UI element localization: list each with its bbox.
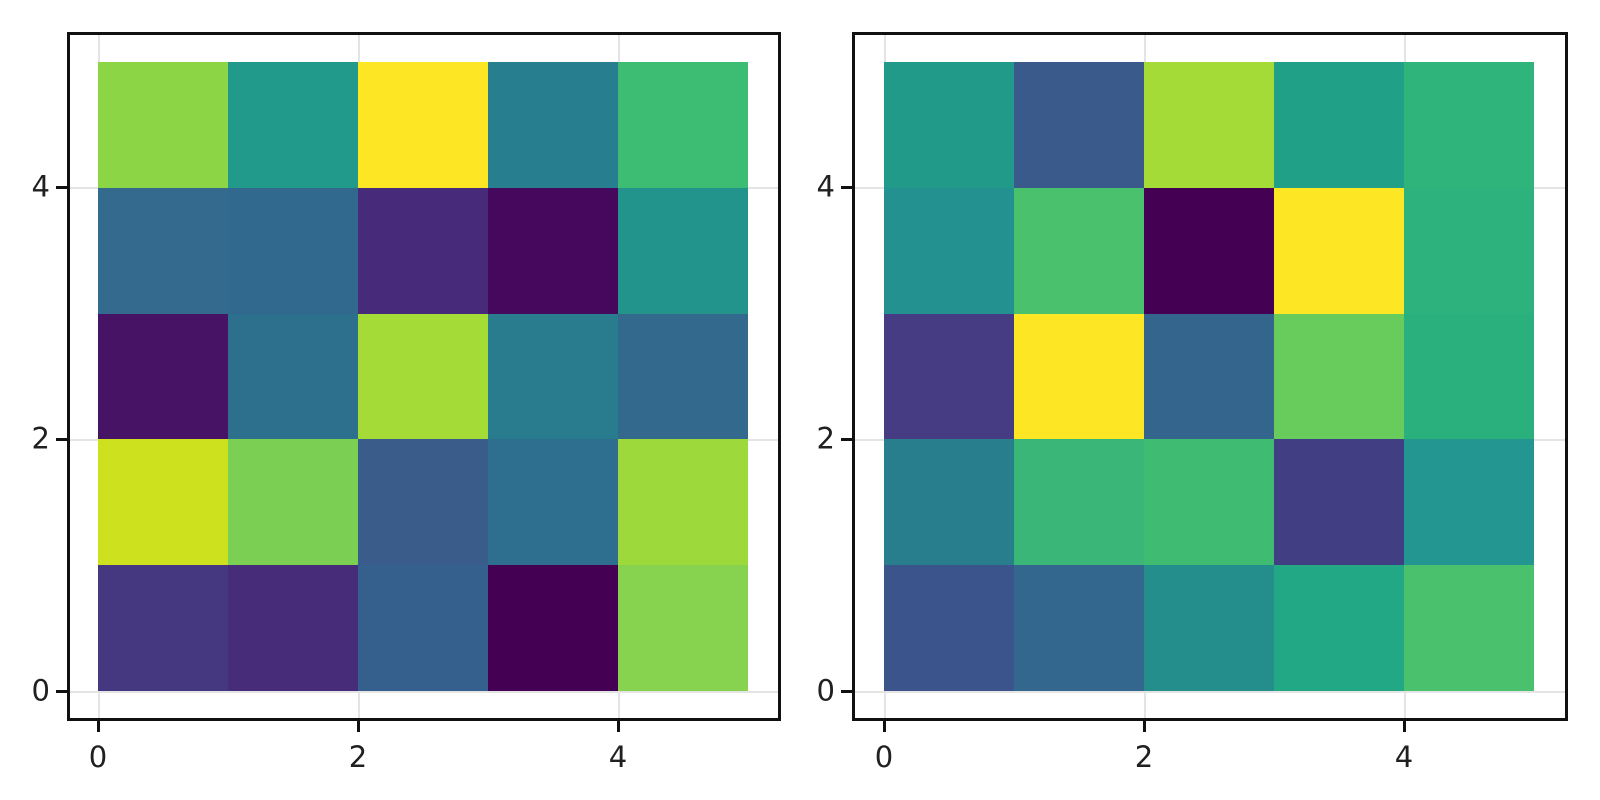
x-tick-mark: [97, 721, 100, 732]
heatmap-cell-r0-c2: [1144, 565, 1274, 691]
heatmap-cell-r3-c0: [98, 187, 228, 314]
heatmap-cell-r2-c2: [358, 313, 488, 440]
x-tick-label: 0: [874, 740, 894, 774]
heatmap-cell-r0-c3: [1274, 565, 1404, 691]
heatmap-cell-r2-c1: [228, 313, 358, 440]
heatmap-grid-right: [884, 62, 1534, 691]
heatmap-cell-r4-c4: [618, 62, 748, 188]
heatmap-cell-r0-c4: [1404, 565, 1534, 691]
y-tick-label: 2: [816, 421, 835, 456]
heatmap-cell-r3-c4: [618, 187, 748, 314]
heatmap-cell-r3-c3: [1274, 187, 1404, 314]
heatmap-cell-r3-c1: [228, 187, 358, 314]
heatmap-cell-r4-c4: [1404, 62, 1534, 188]
y-tick-mark: [56, 690, 67, 693]
heatmap-cell-r0-c1: [228, 565, 358, 691]
x-tick-mark: [357, 721, 360, 732]
x-tick-label: 2: [1134, 740, 1154, 774]
heatmap-panel-left: 0 2 4 4 2 0: [32, 32, 781, 772]
heatmap-cell-r4-c1: [1014, 62, 1144, 188]
heatmap-cell-r1-c1: [1014, 439, 1144, 566]
heatmap-cell-r1-c4: [1404, 439, 1534, 566]
heatmap-cell-r0-c3: [488, 565, 618, 691]
heatmap-cell-r2-c0: [98, 313, 228, 440]
heatmap-cell-r4-c1: [228, 62, 358, 188]
heatmap-cell-r2-c3: [1274, 313, 1404, 440]
heatmap-cell-r0-c1: [1014, 565, 1144, 691]
heatmap-cell-r2-c0: [884, 313, 1014, 440]
heatmap-cell-r4-c3: [1274, 62, 1404, 188]
x-tick-label: 4: [1394, 740, 1414, 774]
heatmap-cell-r1-c3: [1274, 439, 1404, 566]
heatmap-cell-r4-c2: [358, 62, 488, 188]
heatmap-cell-r1-c0: [98, 439, 228, 566]
y-tick-label: 2: [31, 421, 50, 456]
y-tick-label: 0: [31, 673, 50, 708]
heatmap-cell-r2-c4: [1404, 313, 1534, 440]
heatmap-grid-left: [98, 62, 748, 691]
heatmap-cell-r1-c2: [1144, 439, 1274, 566]
heatmap-cell-r1-c0: [884, 439, 1014, 566]
y-tick-mark: [841, 438, 852, 441]
x-tick-mark: [883, 721, 886, 732]
gridline-y-0: [855, 691, 1565, 693]
heatmap-cell-r4-c0: [98, 62, 228, 188]
x-tick-mark: [617, 721, 620, 732]
y-tick-label: 4: [816, 169, 835, 204]
heatmap-cell-r3-c1: [1014, 187, 1144, 314]
heatmap-cell-r1-c1: [228, 439, 358, 566]
heatmap-cell-r4-c2: [1144, 62, 1274, 188]
heatmap-cell-r2-c2: [1144, 313, 1274, 440]
x-tick-label: 4: [608, 740, 628, 774]
y-tick-label: 0: [816, 673, 835, 708]
x-tick-label: 2: [348, 740, 368, 774]
y-tick-label: 4: [31, 169, 50, 204]
x-tick-mark: [1403, 721, 1406, 732]
heatmap-cell-r2-c1: [1014, 313, 1144, 440]
heatmap-cell-r3-c4: [1404, 187, 1534, 314]
heatmap-cell-r0-c2: [358, 565, 488, 691]
heatmap-cell-r4-c3: [488, 62, 618, 188]
gridline-y-0: [70, 691, 778, 693]
y-tick-mark: [56, 438, 67, 441]
x-tick-mark: [1143, 721, 1146, 732]
heatmap-cell-r3-c0: [884, 187, 1014, 314]
x-tick-label: 0: [88, 740, 108, 774]
y-tick-mark: [56, 186, 67, 189]
heatmap-cell-r4-c0: [884, 62, 1014, 188]
heatmap-cell-r3-c3: [488, 187, 618, 314]
heatmap-cell-r1-c4: [618, 439, 748, 566]
heatmap-cell-r0-c0: [884, 565, 1014, 691]
heatmap-cell-r1-c2: [358, 439, 488, 566]
heatmap-cell-r1-c3: [488, 439, 618, 566]
heatmap-cell-r2-c3: [488, 313, 618, 440]
y-tick-mark: [841, 186, 852, 189]
heatmap-panel-right: 0 2 4 4 2 0: [817, 32, 1568, 772]
heatmap-cell-r2-c4: [618, 313, 748, 440]
heatmap-cell-r3-c2: [358, 187, 488, 314]
heatmap-cell-r0-c4: [618, 565, 748, 691]
heatmap-cell-r3-c2: [1144, 187, 1274, 314]
heatmap-cell-r0-c0: [98, 565, 228, 691]
y-tick-mark: [841, 690, 852, 693]
